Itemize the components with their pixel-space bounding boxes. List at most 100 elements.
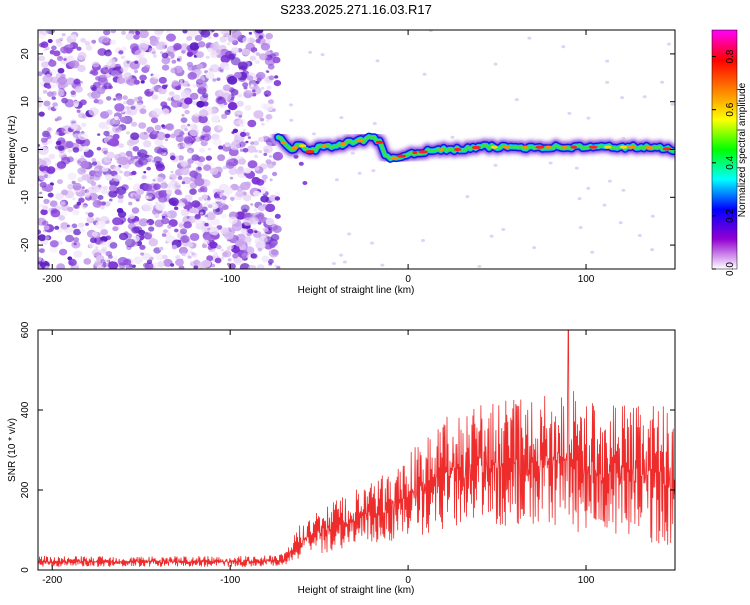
chart-title: S233.2025.271.16.03.R17 [280,2,432,17]
noise-speckle [607,179,612,183]
noise-speckle [226,246,232,251]
noise-speckle [98,239,103,243]
noise-speckle [152,51,156,55]
noise-speckle [238,114,243,118]
noise-speckle [61,97,68,104]
noise-speckle [229,195,235,201]
noise-speckle [151,196,156,200]
noise-speckle [221,113,228,119]
noise-speckle [193,265,199,269]
noise-speckle [152,73,160,80]
noise-speckle [257,247,263,252]
noise-speckle [253,140,259,146]
noise-speckle [77,222,85,228]
noise-speckle [489,234,494,238]
noise-speckle [158,157,163,162]
noise-speckle [81,204,88,210]
noise-speckle [266,85,272,90]
noise-speckle [55,140,62,146]
noise-speckle [57,145,65,151]
noise-speckle [226,262,231,266]
noise-speckle [138,57,148,65]
noise-speckle [38,158,43,162]
noise-speckle [61,189,69,196]
signal-peak [644,146,654,150]
noise-speckle [209,51,218,59]
signal-peak [490,145,498,149]
noise-speckle [77,53,86,61]
noise-speckle [43,198,50,204]
noise-speckle [197,162,204,168]
noise-speckle [268,155,272,158]
x-tick-label: -200 [42,575,62,586]
noise-speckle [96,146,102,151]
noise-speckle [113,98,117,101]
signal-peak [298,144,307,148]
noise-speckle [125,150,133,157]
noise-speckle [91,161,98,166]
noise-speckle [201,206,208,212]
noise-speckle [98,265,104,269]
noise-speckle [68,60,76,67]
noise-speckle [155,253,164,261]
noise-speckle [155,41,166,51]
noise-speckle [38,144,41,147]
noise-speckle [227,258,232,262]
noise-speckle [209,223,214,227]
noise-speckle [123,170,131,177]
noise-speckle [230,141,240,151]
noise-speckle [197,261,206,269]
noise-speckle [143,64,151,70]
noise-speckle [240,204,250,213]
noise-speckle [168,219,178,227]
noise-speckle [108,190,118,198]
spectrogram-x-label: Height of straight line (km) [298,285,415,296]
noise-speckle [161,217,170,225]
signal-peak [471,145,481,150]
noise-speckle [143,171,147,174]
noise-speckle [183,221,192,229]
noise-speckle [128,263,133,268]
noise-speckle [189,42,200,51]
noise-speckle [117,194,124,200]
noise-speckle [240,228,249,235]
noise-speckle [116,95,123,101]
noise-speckle [112,226,119,232]
noise-speckle [106,266,110,269]
noise-speckle [186,83,191,87]
noise-speckle [39,191,43,195]
noise-speckle [103,30,111,36]
noise-speckle [180,117,188,123]
noise-speckle [242,36,251,44]
signal-peak [453,147,462,152]
noise-speckle [236,100,244,107]
noise-speckle [47,127,52,132]
noise-speckle [168,197,179,206]
noise-speckle [38,55,46,62]
noise-speckle [170,67,178,74]
noise-speckle [164,133,171,139]
noise-speckle [118,152,127,159]
noise-speckle [207,227,211,231]
noise-speckle [115,127,120,132]
noise-speckle [221,165,227,170]
noise-speckle [186,216,190,219]
noise-speckle [85,222,89,226]
noise-speckle [227,102,238,111]
colorbar-tick-label: 0.2 [725,209,736,223]
noise-speckle [272,151,284,161]
noise-speckle [84,40,91,46]
noise-speckle [203,239,210,245]
noise-speckle [163,229,168,234]
noise-speckle [179,131,185,136]
noise-speckle [477,264,482,268]
noise-speckle [220,248,225,252]
noise-speckle [102,185,109,191]
noise-speckle [666,42,671,46]
y-tick-label: 200 [20,481,31,498]
noise-speckle [138,30,149,39]
noise-speckle [254,166,260,171]
noise-speckle [72,182,82,191]
noise-speckle [170,263,175,267]
